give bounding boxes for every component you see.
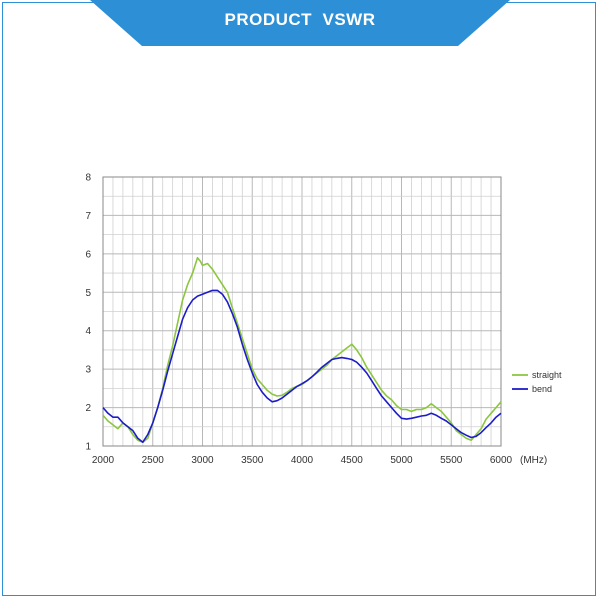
- x-tick-label: 6000: [490, 455, 513, 466]
- y-tick-label: 4: [85, 326, 91, 337]
- legend-label-straight: straight: [532, 370, 562, 380]
- page-title: PRODUCT VSWR: [224, 10, 376, 29]
- x-tick-label: 2000: [92, 455, 115, 466]
- x-tick-label: 5500: [440, 455, 463, 466]
- x-tick-label: 5000: [390, 455, 413, 466]
- banner-shape: [90, 0, 510, 46]
- x-unit-label: (MHz): [520, 455, 547, 466]
- x-tick-label: 4500: [341, 455, 364, 466]
- series-line-bend: [102, 289, 502, 444]
- y-tick-label: 6: [85, 249, 91, 260]
- x-tick-label: 3000: [191, 455, 214, 466]
- y-tick-label: 5: [85, 288, 91, 299]
- y-tick-label: 1: [85, 442, 91, 453]
- legend-label-bend: bend: [532, 384, 552, 394]
- x-tick-label: 4000: [291, 455, 314, 466]
- y-tick-label: 7: [85, 211, 91, 222]
- y-tick-label: 2: [85, 403, 91, 414]
- y-tick-label: 8: [85, 173, 91, 184]
- x-tick-label: 2500: [142, 455, 165, 466]
- y-tick-label: 3: [85, 365, 91, 376]
- plot-border: [102, 176, 502, 447]
- banner-background: [90, 0, 510, 46]
- x-tick-label: 3500: [241, 455, 264, 466]
- header-banner: PRODUCT VSWR: [0, 0, 600, 60]
